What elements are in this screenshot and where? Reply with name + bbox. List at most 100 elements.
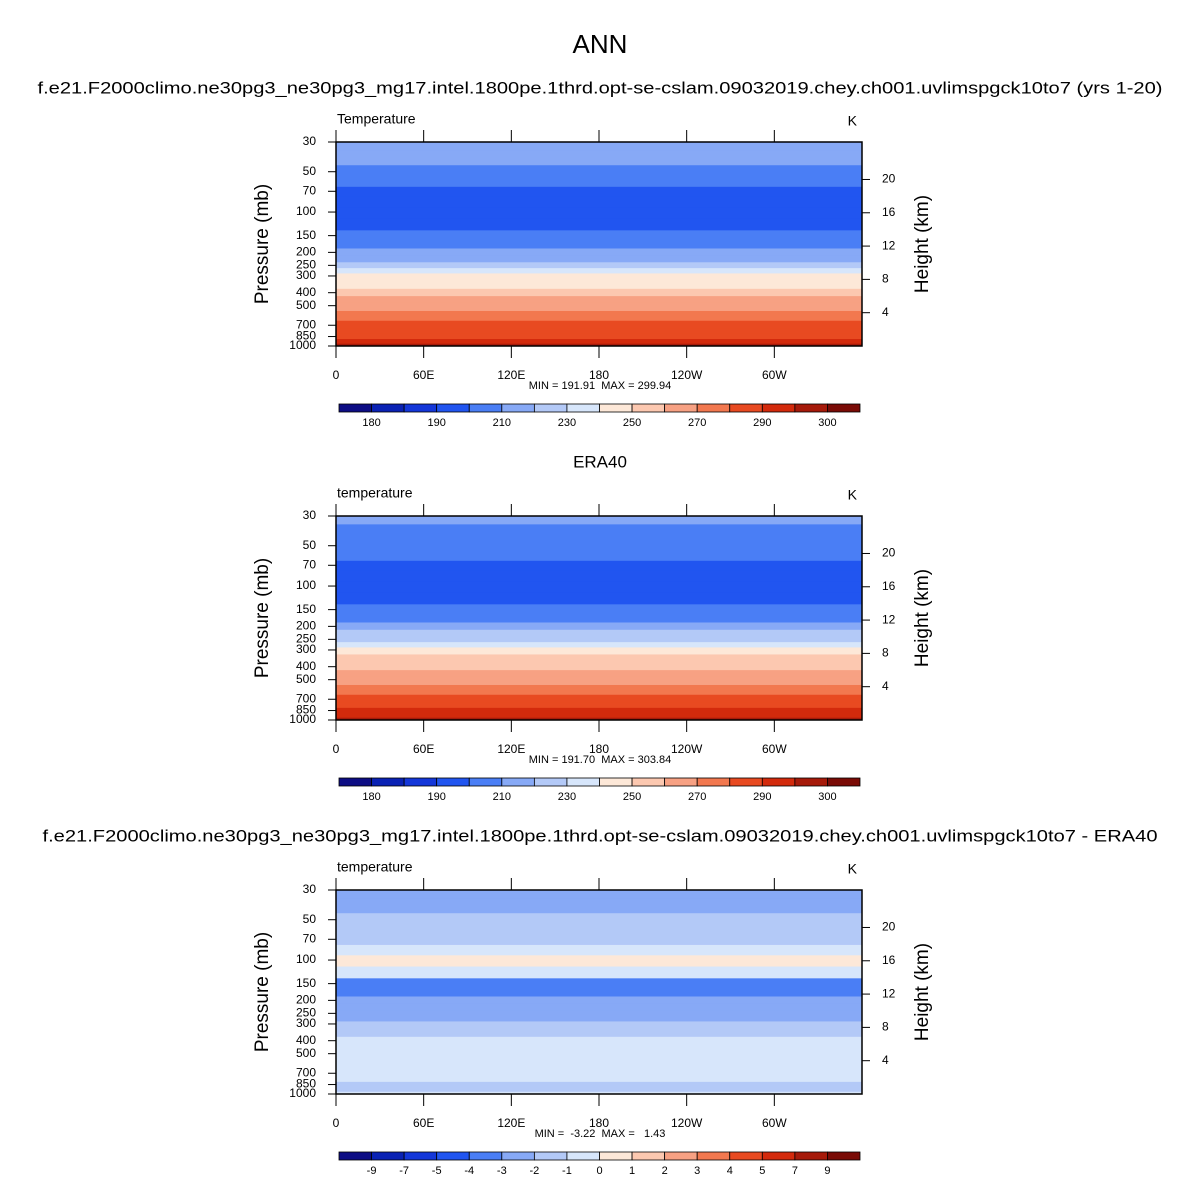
x-tick-label: 120W (671, 1116, 703, 1130)
colorbar-label: 290 (753, 417, 771, 429)
colorbar-box (403, 1151, 438, 1161)
colorbar-label: 250 (623, 791, 641, 803)
contour-band (336, 654, 862, 664)
colorbar-label: 7 (792, 1165, 798, 1177)
x-tick-label: 60W (762, 742, 787, 756)
y2-axis-label: Height (km) (912, 943, 933, 1041)
colorbar-box (436, 403, 470, 413)
colorbar-box (371, 777, 405, 787)
contour-band (336, 913, 862, 926)
y2-axis-label: Height (km) (912, 195, 933, 293)
contour-band (336, 333, 862, 340)
y-tick-label: 50 (303, 912, 317, 926)
y2-axis-label: Height (km) (912, 569, 933, 667)
contour-band (336, 662, 862, 671)
colorbar-box (729, 1151, 763, 1161)
contour-band (336, 207, 862, 220)
x-tick-label: 120E (497, 368, 525, 382)
y2-tick-label: 16 (882, 953, 896, 967)
contour-band (336, 165, 862, 178)
stats: MIN = 191.70 MAX = 303.84 (529, 754, 671, 766)
colorbar-label: -5 (432, 1165, 442, 1177)
contour-band (336, 1003, 862, 1011)
contour-band (336, 1058, 862, 1070)
colorbar-box (696, 403, 731, 413)
colorbar-box (371, 403, 405, 413)
colorbar-label: 210 (493, 791, 511, 803)
contour-band (336, 670, 862, 678)
y-tick-label: 850 (296, 1077, 316, 1091)
colorbar-label: 290 (753, 791, 771, 803)
colorbar-label: -2 (529, 1165, 539, 1177)
colorbar-box (468, 403, 503, 413)
colorbar-label: 1 (629, 1165, 635, 1177)
right-label: K (848, 861, 858, 877)
contour-band (336, 240, 862, 249)
colorbar-box (631, 403, 666, 413)
y-tick-label: 400 (296, 285, 316, 299)
right-label: K (848, 113, 858, 129)
contour-band (336, 581, 862, 594)
colorbar-box (436, 777, 470, 787)
contour-band (336, 898, 862, 914)
y2-tick-label: 4 (882, 679, 889, 693)
colorbar-box (794, 777, 828, 787)
contour-band (336, 570, 862, 582)
y2-tick-label: 16 (882, 205, 896, 219)
colorbar-label: 3 (694, 1165, 700, 1177)
figure-title: ANN (573, 29, 628, 59)
y-tick-label: 70 (303, 931, 317, 945)
y2-tick-label: 20 (882, 172, 896, 186)
colorbar-box (827, 1151, 861, 1161)
contour-band (336, 978, 862, 989)
contour-band (336, 925, 862, 936)
x-tick-label: 0 (333, 742, 340, 756)
contour-band (336, 142, 862, 151)
contour-band (336, 273, 862, 281)
y-tick-label: 50 (303, 538, 317, 552)
contour-band (336, 288, 862, 297)
contour-band (336, 966, 862, 979)
colorbar-box (338, 777, 372, 787)
contour-band (336, 551, 862, 562)
colorbar-box (566, 403, 600, 413)
colorbar-box (468, 777, 503, 787)
y-tick-label: 300 (296, 642, 316, 656)
contour-band (336, 629, 862, 637)
colorbar-label: 5 (759, 1165, 765, 1177)
colorbar-box (631, 1151, 666, 1161)
contour-band (336, 713, 862, 719)
y-tick-label: 100 (296, 952, 316, 966)
contour-band (336, 1044, 862, 1052)
colorbar-label: 230 (558, 791, 576, 803)
contour-band (336, 1036, 862, 1045)
panel-title: ERA40 (573, 452, 627, 471)
contour-band (336, 996, 862, 1005)
colorbar-box (533, 403, 568, 413)
contour-band (336, 150, 862, 166)
contour-band (336, 255, 862, 263)
colorbar-label: 270 (688, 791, 706, 803)
y2-tick-label: 12 (882, 986, 896, 1000)
y-tick-label: 150 (296, 976, 316, 990)
x-tick-label: 120E (497, 742, 525, 756)
colorbar-label: -4 (464, 1165, 474, 1177)
contour-band (336, 296, 862, 304)
colorbar-label: 9 (824, 1165, 830, 1177)
contour-band (336, 955, 862, 968)
contour-band (336, 230, 862, 241)
contour-band (336, 328, 862, 335)
y-tick-label: 1000 (289, 1086, 316, 1100)
y-tick-label: 30 (303, 134, 317, 148)
x-tick-label: 180 (589, 742, 609, 756)
contour-band (336, 343, 862, 347)
colorbar-label: 250 (623, 417, 641, 429)
contour-band (336, 560, 862, 572)
contour-band (336, 539, 862, 552)
panel-title: f.e21.F2000climo.ne30pg3_ne30pg3_mg17.in… (38, 78, 1163, 97)
colorbar-box (501, 403, 535, 413)
colorbar-box (827, 403, 861, 413)
y2-tick-label: 20 (882, 920, 896, 934)
y-tick-label: 70 (303, 557, 317, 571)
colorbar-label: 270 (688, 417, 706, 429)
